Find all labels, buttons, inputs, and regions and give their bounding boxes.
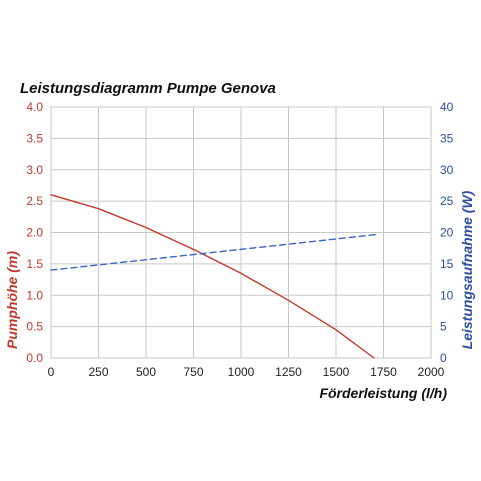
right-y-tick-label: 30 [440,163,454,177]
x-tick-label: 1500 [323,365,350,379]
left-y-tick-label: 0.0 [26,351,43,365]
x-tick-label: 1250 [275,365,302,379]
right-y-tick-label: 5 [440,320,447,334]
left-y-axis-label: Pumphöhe (m) [4,251,20,349]
left-y-tick-label: 0.5 [26,320,43,334]
right-y-axis-label: Leistungsaufnahme (W) [459,190,475,349]
power-consumption-line [50,233,379,271]
x-tick-label: 1000 [228,365,255,379]
x-axis-label: Förderleistung (l/h) [319,385,447,401]
right-y-tick-label: 40 [440,100,454,114]
left-y-tick-label: 3.0 [26,163,43,177]
left-y-tick-label: 1.5 [26,257,43,271]
tick-labels: 0 250 500 750 1000 1250 1500 1750 20000.00.51.01… [26,100,453,379]
x-tick-label: 500 [136,365,156,379]
x-tick-label: 0 [48,365,55,379]
left-y-tick-label: 1.0 [26,288,43,302]
x-tick-label: 2000 [418,365,445,379]
series-layer [50,194,379,359]
x-tick-label: 1750 [370,365,397,379]
right-y-tick-label: 15 [440,257,454,271]
right-y-tick-label: 0 [440,351,447,365]
chart-title: Leistungsdiagramm Pumpe Genova [20,80,276,97]
left-y-tick-label: 4.0 [26,100,43,114]
right-y-tick-label: 25 [440,194,454,208]
x-tick-label: 750 [183,365,203,379]
left-y-tick-label: 3.5 [26,131,43,145]
right-y-tick-label: 10 [440,288,454,302]
left-y-tick-label: 2.5 [26,194,43,208]
pump-head-line [50,194,375,359]
right-y-tick-label: 20 [440,226,454,240]
right-y-tick-label: 35 [440,131,454,145]
x-tick-label: 250 [88,365,108,379]
grid [50,106,432,359]
left-y-tick-label: 2.0 [26,226,43,240]
